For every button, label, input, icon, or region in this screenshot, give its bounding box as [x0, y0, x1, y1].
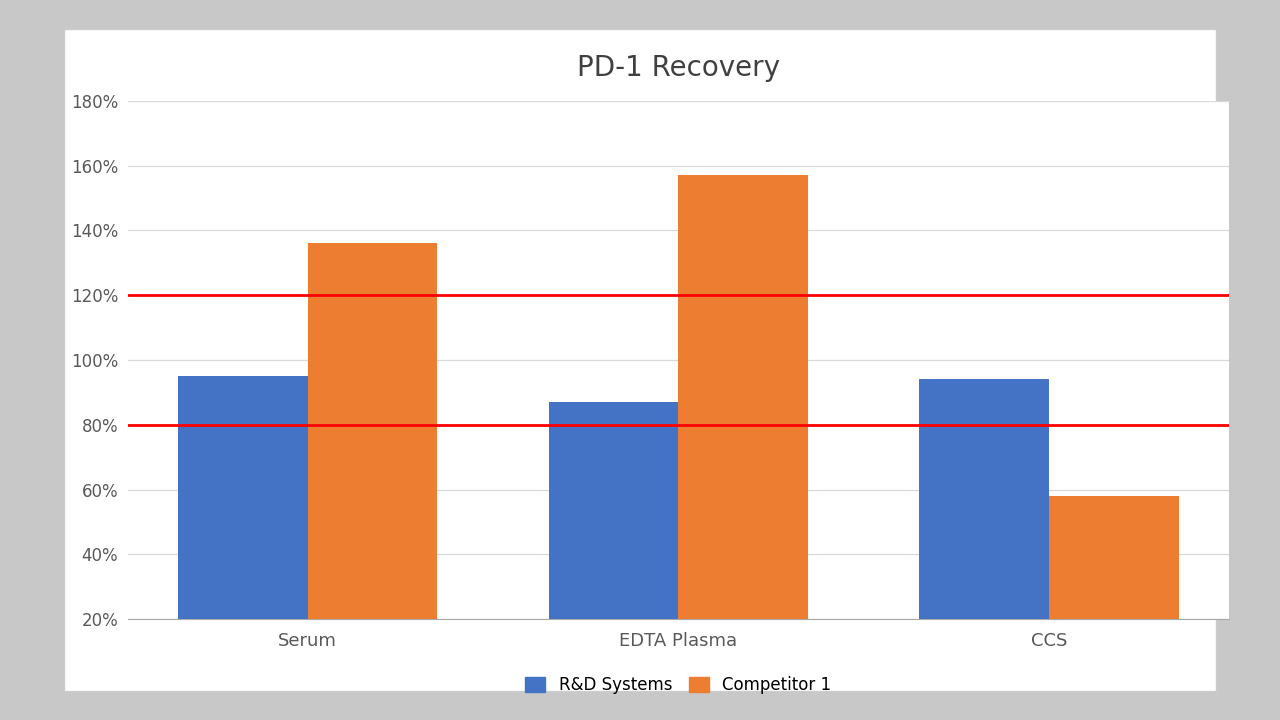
Bar	[1050, 496, 1179, 684]
Bar	[678, 175, 808, 684]
Bar	[178, 376, 307, 684]
Bar	[919, 379, 1050, 684]
Bar	[307, 243, 438, 684]
Title: PD-1 Recovery: PD-1 Recovery	[577, 54, 780, 82]
Bar	[549, 402, 678, 684]
Legend: R&D Systems, Competitor 1: R&D Systems, Competitor 1	[525, 676, 832, 694]
